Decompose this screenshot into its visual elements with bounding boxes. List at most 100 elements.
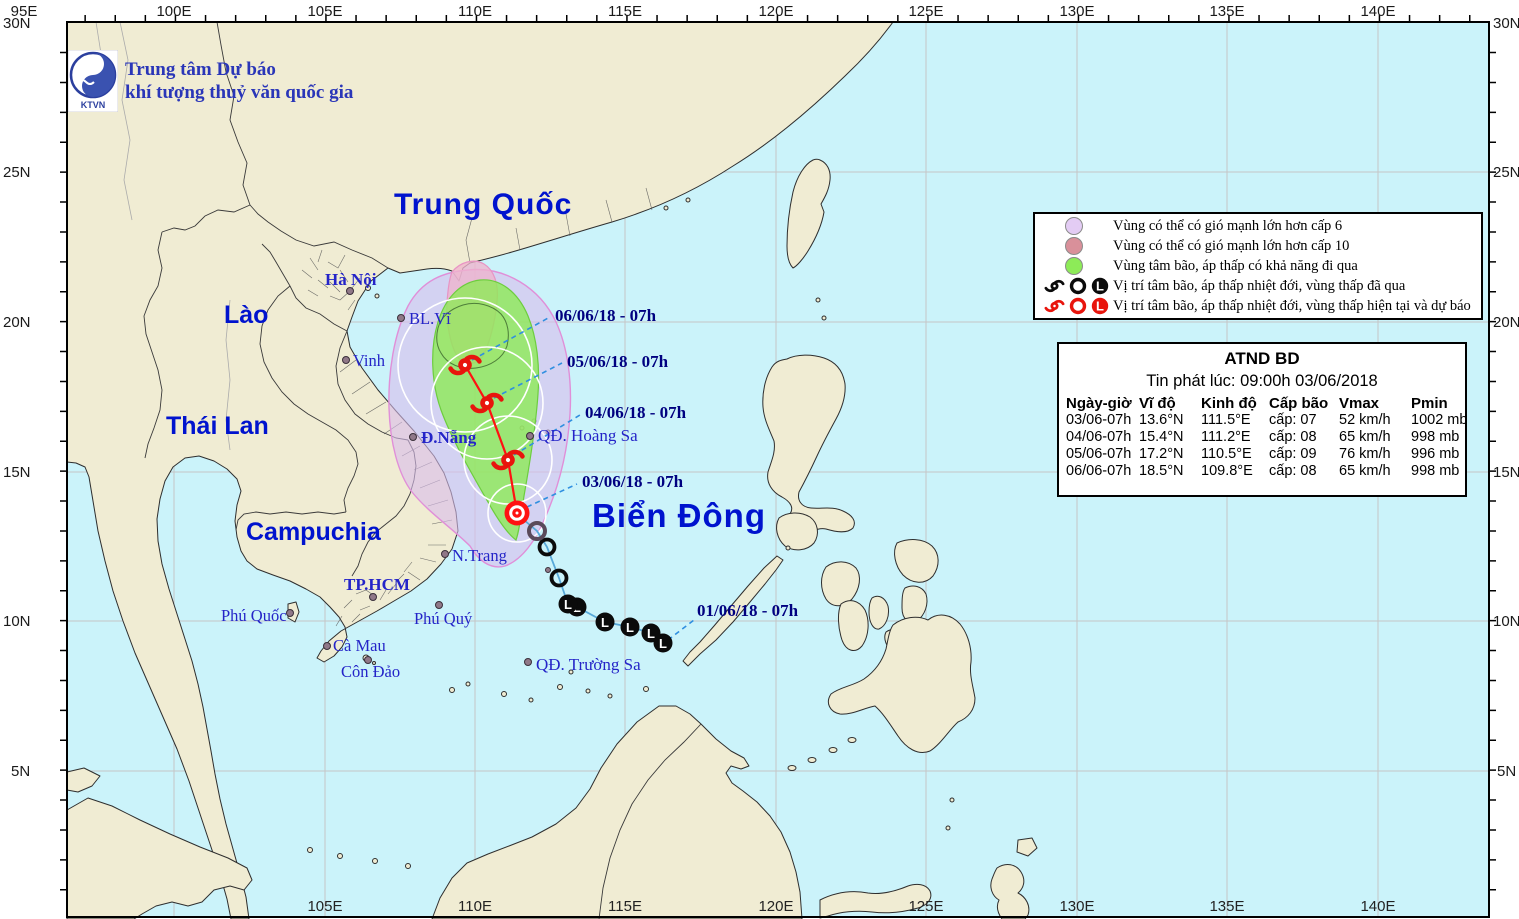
typhoon-icon-red	[1044, 299, 1065, 313]
svg-text:L: L	[1096, 279, 1104, 294]
legend-label: Vùng tâm bão, áp thấp có khả năng đi qua	[1113, 257, 1358, 274]
date-leader-lines	[471, 316, 695, 641]
label-thailand: Thái Lan	[166, 412, 269, 440]
svg-text:10N: 10N	[3, 613, 31, 630]
svg-text:135E: 135E	[1209, 898, 1244, 915]
past-low-symbols: L L L L L L	[558, 594, 673, 653]
landmass-taiwan	[786, 158, 831, 269]
bulletin-box: ATND BD Tin phát lúc: 09:00h 03/06/2018 …	[1057, 342, 1467, 497]
forecast-row: 05/06-07h 17.2°N 110.5°E cấp: 09 76 km/h 99…	[1066, 446, 1460, 462]
forecast-row: 03/06-07h 13.6°N 111.5°E cấp: 07 52 km/h 10…	[1066, 412, 1468, 428]
zone-center-icon	[1065, 257, 1083, 275]
legend-label: Vị trí tâm bão, áp thấp nhiệt đới, vùng …	[1113, 297, 1471, 314]
svg-text:110E: 110E	[458, 898, 492, 915]
org-title-line1: Trung tâm Dự báo	[125, 59, 276, 80]
axis-left-labels: 30N 25N 20N 15N 10N 5N	[3, 15, 31, 780]
axis-bottom-labels: 105E 110E 115E 120E 125E 130E 135E 140E	[307, 898, 1395, 915]
svg-text:15N: 15N	[1493, 464, 1519, 481]
svg-text:105E: 105E	[307, 898, 342, 915]
svg-text:125E: 125E	[908, 898, 943, 915]
svg-text:25N: 25N	[1493, 164, 1519, 181]
label-hoang-sa: QĐ. Hoàng Sa	[538, 426, 638, 445]
city-dots	[286, 287, 551, 666]
low-pressure-icon: L	[1091, 277, 1109, 295]
legend-label: Vị trí tâm bão, áp thấp nhiệt đới, vùng …	[1113, 277, 1406, 294]
axis-right-labels: 30N 25N 20N 15N 10N 5N	[1493, 15, 1519, 780]
bulletin-issued: Tin phát lúc: 09:00h 03/06/2018	[1146, 372, 1378, 390]
low-pressure-icon: L	[564, 597, 572, 612]
landmass-sulawesi-arm	[819, 883, 932, 919]
forecast-row: 04/06-07h 15.4°N 111.2°E cấp: 08 65 km/h 99…	[1066, 429, 1460, 445]
svg-text:95E: 95E	[11, 3, 38, 20]
svg-text:10N: 10N	[1493, 613, 1519, 630]
label-phu-quoc: Phú Quốc	[221, 606, 287, 625]
landmass-samar	[894, 539, 939, 583]
label-hanoi: Hà Nội	[325, 270, 377, 289]
ktvn-logo-icon: KTVN	[68, 50, 118, 112]
current-position-icon	[504, 500, 530, 526]
label-laos: Lào	[224, 301, 268, 329]
svg-text:110E: 110E	[458, 3, 492, 20]
svg-text:105E: 105E	[307, 3, 342, 20]
landmass-palawan	[682, 555, 784, 667]
org-header: KTVN Trung tâm Dự báo khí tượng thuỷ văn…	[68, 50, 353, 112]
uncertainty-circles	[397, 297, 553, 543]
landmass-luzon	[762, 354, 855, 546]
landmasses	[66, 21, 1038, 919]
label-china: Trung Quốc	[394, 188, 572, 221]
col-category: Cấp bão	[1269, 395, 1329, 412]
col-pmin: Pmin	[1411, 395, 1448, 412]
landmass-mindoro	[776, 512, 818, 551]
label-phu-quy: Phú Quý	[414, 609, 473, 628]
label-east-sea: Biển Đông	[592, 497, 766, 534]
low-pressure-icon: L	[601, 615, 609, 630]
forecast-row: 06/06-07h 18.5°N 109.8°E cấp: 08 65 km/h 99…	[1066, 463, 1460, 479]
landmass-halmahera-islet	[1016, 837, 1038, 857]
legend-row-forecast: L Vị trí tâm bão, áp thấp nhiệt đới, vùn…	[1035, 296, 1481, 316]
label-vinh: Vinh	[353, 351, 386, 370]
svg-text:125E: 125E	[908, 3, 943, 20]
legend-label: Vùng có thể có gió mạnh lớn hơn cấp 6	[1113, 217, 1343, 234]
bulletin-title: ATND BD	[1224, 349, 1300, 368]
svg-text:120E: 120E	[758, 3, 793, 20]
label-nha-trang: N.Trang	[452, 546, 507, 565]
label-da-nang: Đ.Nẵng	[421, 428, 477, 447]
low-pressure-icon: L	[659, 636, 667, 651]
svg-text:30N: 30N	[3, 15, 31, 32]
svg-text:130E: 130E	[1059, 3, 1094, 20]
svg-text:115E: 115E	[608, 3, 642, 20]
past-depression-icons	[537, 537, 569, 588]
svg-text:25N: 25N	[3, 164, 31, 181]
landmass-mindanao	[827, 614, 976, 753]
landmass-cebu	[868, 595, 889, 630]
ktvn-logo-text: KTVN	[81, 100, 106, 110]
hainan-outline-overlay	[436, 302, 509, 369]
label-ca-mau: Cà Mau	[333, 636, 386, 655]
track-date-0106: 01/06/18 - 07h	[697, 601, 799, 620]
low-pressure-icon: L	[573, 600, 581, 615]
col-lat: Vĩ độ	[1139, 395, 1176, 412]
forecast-table: Ngày-giờ Vĩ độ Kinh độ Cấp bão Vmax Pmin…	[1059, 395, 1467, 480]
landmass-panay	[821, 561, 860, 607]
org-title: Trung tâm Dự báo khí tượng thuỷ văn quốc…	[125, 50, 353, 104]
legend-label: Vùng có thể có gió mạnh lớn hơn cấp 10	[1113, 237, 1350, 254]
landmass-negros	[838, 600, 869, 652]
track-date-0606: 06/06/18 - 07h	[555, 306, 657, 325]
axis-top-labels: 95E 100E 105E 110E 115E 120E 125E 130E 1…	[11, 3, 1396, 20]
landmass-halmahera	[990, 864, 1030, 919]
label-tp-hcm: TP.HCM	[344, 575, 410, 594]
legend-row-wind6: Vùng có thể có gió mạnh lớn hơn cấp 6	[1035, 216, 1481, 236]
zone-wind10-icon	[1065, 237, 1083, 255]
forecast-table-header: Ngày-giờ Vĩ độ Kinh độ Cấp bão Vmax Pmin	[1059, 395, 1467, 412]
svg-text:5N: 5N	[1497, 763, 1516, 780]
label-cambodia: Campuchia	[246, 518, 382, 546]
col-vmax: Vmax	[1339, 395, 1380, 412]
legend-row-past: L Vị trí tâm bão, áp thấp nhiệt đới, vùn…	[1035, 276, 1481, 296]
svg-text:15N: 15N	[3, 464, 31, 481]
svg-text:20N: 20N	[1493, 314, 1519, 331]
label-truong-sa: QĐ. Trường Sa	[536, 655, 641, 674]
landmass-mainland-asia	[66, 21, 894, 919]
past-position-gray-icon	[527, 521, 547, 541]
svg-text:30N: 30N	[1493, 15, 1519, 32]
col-lon: Kinh độ	[1201, 395, 1257, 412]
